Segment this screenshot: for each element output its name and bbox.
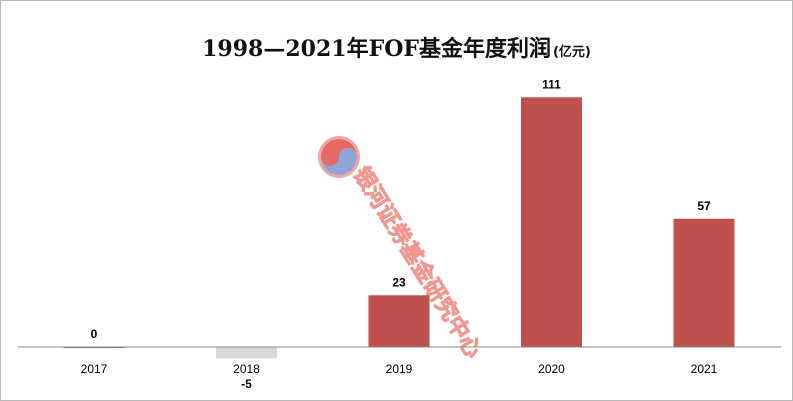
bar-2018 — [216, 347, 277, 359]
category-label-2019: 2019 — [386, 362, 413, 376]
category-label-2018: 2018 — [233, 362, 260, 376]
labels-group: 2017 0 2018-5 2019 23 2020 111 2021 57 — [81, 77, 718, 391]
value-label-2019: 23 — [392, 275, 406, 289]
value-label-2018: -5 — [241, 377, 252, 391]
value-label-2017: 0 — [91, 327, 98, 341]
value-label-2021: 57 — [697, 199, 711, 213]
category-label-2017: 2017 — [81, 362, 108, 376]
watermark-logo-icon — [318, 136, 360, 178]
value-label-2020: 111 — [542, 77, 561, 91]
chart-title-unit: (亿元) — [552, 45, 591, 60]
bar-2020 — [521, 97, 582, 347]
chart-title-main: 1998—2021年FOF基金年度利润 — [202, 36, 551, 62]
chart-title: 1998—2021年FOF基金年度利润 (亿元) — [1, 31, 792, 63]
bar-2021 — [673, 218, 735, 347]
category-label-2021: 2021 — [691, 362, 718, 376]
category-label-2020: 2020 — [538, 362, 565, 376]
bar-2019 — [368, 295, 430, 347]
bars-group — [63, 97, 735, 359]
